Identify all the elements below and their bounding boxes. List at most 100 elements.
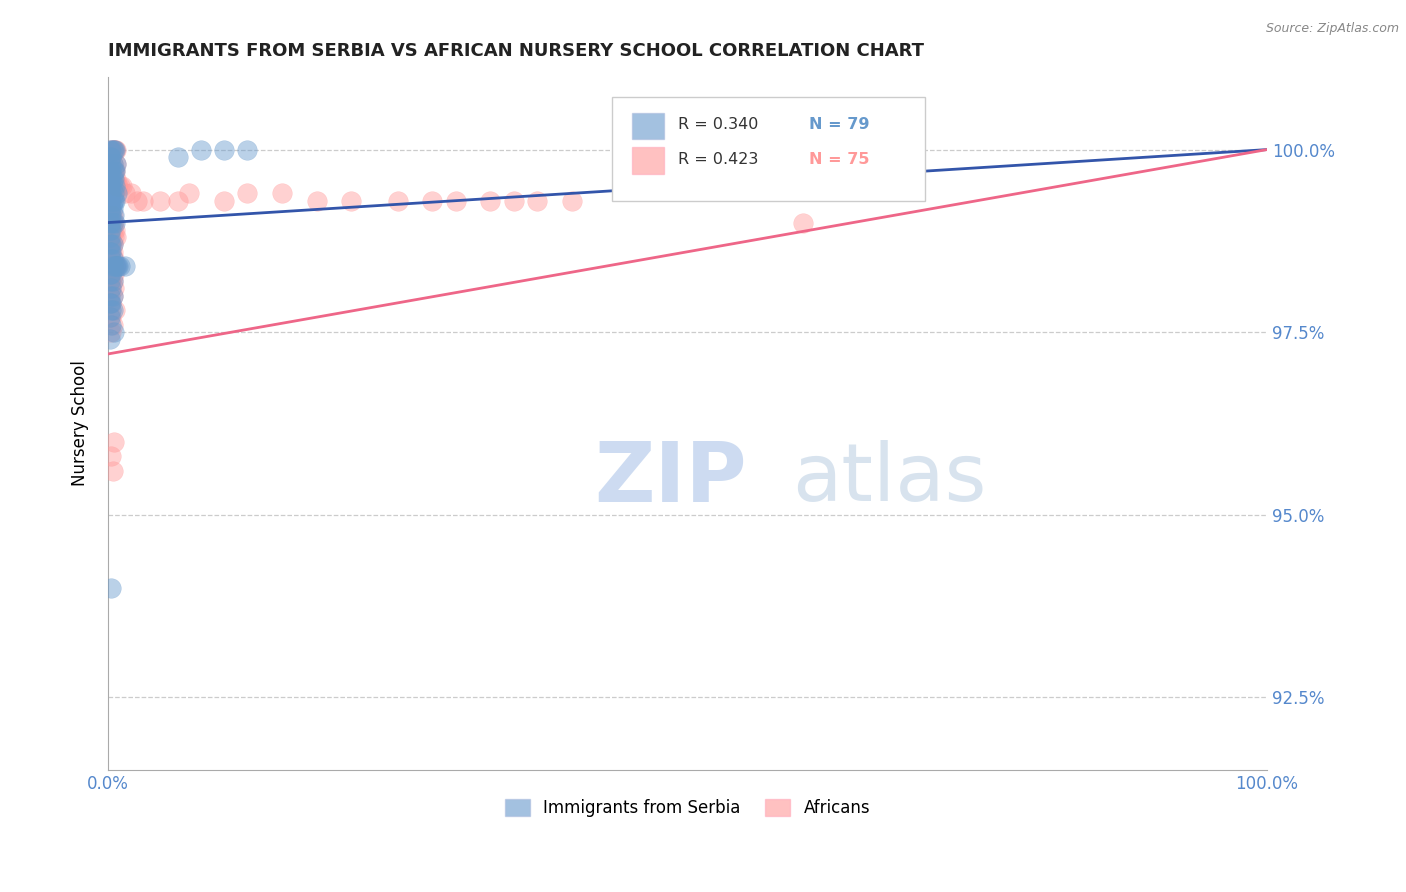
Point <box>104 303 127 318</box>
Bar <box>631 112 664 139</box>
Point <box>101 208 124 222</box>
Point <box>103 216 125 230</box>
Point <box>98 201 121 215</box>
Point <box>98 164 121 178</box>
Point <box>103 171 125 186</box>
Point <box>132 194 155 208</box>
Point <box>100 296 122 310</box>
Point <box>114 186 136 201</box>
Point <box>98 150 121 164</box>
Point <box>98 267 121 281</box>
Point <box>190 143 212 157</box>
Point <box>100 201 122 215</box>
Point <box>100 171 122 186</box>
Point <box>120 186 142 201</box>
Point <box>103 208 125 222</box>
Point <box>98 288 121 302</box>
Point <box>104 143 127 157</box>
Point <box>100 143 122 157</box>
Point <box>105 171 128 186</box>
Point <box>149 194 172 208</box>
Point <box>100 164 122 178</box>
Point <box>100 267 122 281</box>
Point <box>100 223 122 237</box>
Point <box>104 260 127 274</box>
Point <box>100 267 122 281</box>
Point <box>98 244 121 259</box>
Text: atlas: atlas <box>792 440 986 517</box>
Point <box>101 288 124 302</box>
Point <box>105 186 128 201</box>
Point <box>100 318 122 332</box>
Point <box>108 260 131 274</box>
Y-axis label: Nursery School: Nursery School <box>72 360 89 486</box>
Point <box>101 244 124 259</box>
Point <box>101 223 124 237</box>
Point <box>98 157 121 171</box>
Point <box>100 150 122 164</box>
Point <box>422 194 444 208</box>
Point <box>100 208 122 222</box>
Point <box>111 179 134 194</box>
Point <box>166 194 188 208</box>
Point <box>103 164 125 178</box>
Point <box>98 223 121 237</box>
Point <box>100 223 122 237</box>
Point <box>179 186 201 201</box>
Point <box>100 310 122 325</box>
Point <box>107 179 129 194</box>
Point <box>103 252 125 266</box>
Point <box>103 164 125 178</box>
Point <box>100 260 122 274</box>
Legend: Immigrants from Serbia, Africans: Immigrants from Serbia, Africans <box>498 793 877 824</box>
Point <box>98 208 121 222</box>
Point <box>103 325 125 339</box>
Point <box>105 260 128 274</box>
Point <box>104 143 127 157</box>
Point <box>444 194 467 208</box>
Point <box>125 194 148 208</box>
Point <box>270 186 292 201</box>
Point <box>100 216 122 230</box>
Point <box>101 171 124 186</box>
Text: R = 0.340: R = 0.340 <box>678 117 759 132</box>
Point <box>100 186 122 201</box>
Text: N = 75: N = 75 <box>808 153 870 168</box>
Point <box>100 244 122 259</box>
Point <box>103 143 125 157</box>
Point <box>104 260 127 274</box>
Point <box>104 164 127 178</box>
Point <box>104 216 127 230</box>
Point <box>101 201 124 215</box>
Bar <box>631 147 664 174</box>
Text: ZIP: ZIP <box>595 438 747 519</box>
Point <box>101 143 124 157</box>
Point <box>100 164 122 178</box>
Point <box>98 230 121 244</box>
Point <box>105 260 128 274</box>
Point <box>114 260 136 274</box>
Text: Source: ZipAtlas.com: Source: ZipAtlas.com <box>1265 22 1399 36</box>
FancyBboxPatch shape <box>612 97 925 202</box>
Point <box>100 150 122 164</box>
Point <box>101 216 124 230</box>
Point <box>98 194 121 208</box>
Point <box>479 194 502 208</box>
Point <box>105 143 128 157</box>
Point <box>107 260 129 274</box>
Point <box>100 143 122 157</box>
Point <box>101 143 124 157</box>
Point <box>103 194 125 208</box>
Point <box>100 281 122 295</box>
Point <box>105 179 128 194</box>
Point <box>101 464 124 478</box>
Point <box>103 281 125 295</box>
Point <box>236 186 259 201</box>
Point <box>98 157 121 171</box>
Point <box>100 325 122 339</box>
Point <box>526 194 548 208</box>
Point <box>100 281 122 295</box>
Point <box>100 194 122 208</box>
Point <box>101 157 124 171</box>
Point <box>103 267 125 281</box>
